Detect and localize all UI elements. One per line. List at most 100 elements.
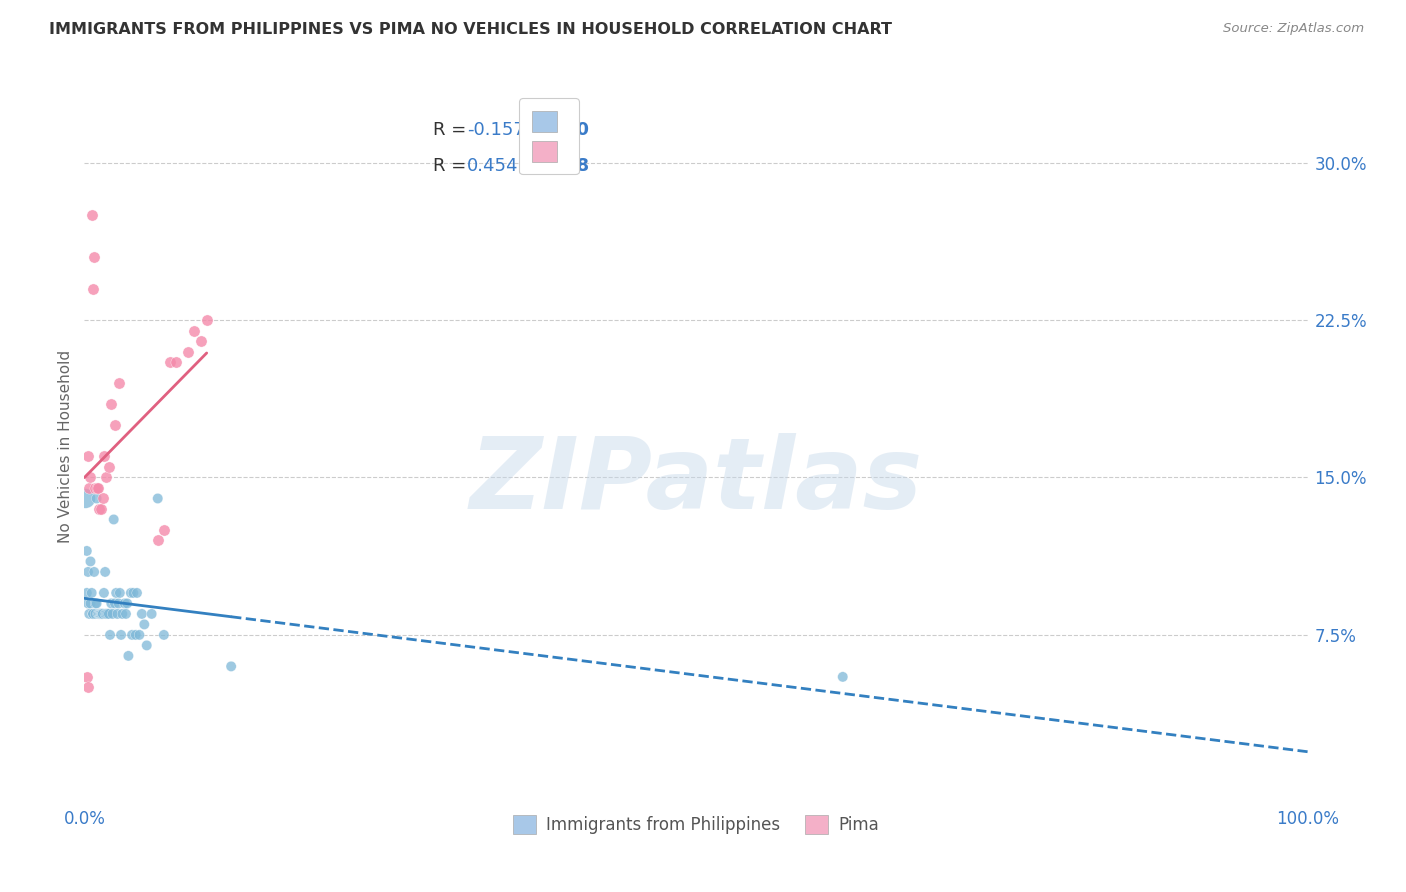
Point xyxy=(86,596,108,610)
Point xyxy=(82,607,104,621)
Point xyxy=(97,460,120,475)
Point xyxy=(125,628,148,642)
Text: 0.454: 0.454 xyxy=(467,157,519,175)
Point xyxy=(75,491,97,506)
Point xyxy=(84,481,107,495)
Text: R =: R = xyxy=(433,121,472,139)
Point xyxy=(153,523,176,537)
Point xyxy=(94,607,117,621)
Point xyxy=(103,512,125,526)
Point xyxy=(97,607,120,621)
Point xyxy=(115,596,138,610)
Point xyxy=(87,607,110,621)
Point xyxy=(76,586,98,600)
Point xyxy=(77,565,100,579)
Y-axis label: No Vehicles in Household: No Vehicles in Household xyxy=(58,350,73,542)
Text: ZIPatlas: ZIPatlas xyxy=(470,434,922,530)
Point xyxy=(114,596,136,610)
Point xyxy=(146,533,169,548)
Point xyxy=(105,607,128,621)
Point xyxy=(105,586,128,600)
Point xyxy=(135,639,157,653)
Point xyxy=(121,628,143,642)
Point xyxy=(117,648,139,663)
Point xyxy=(91,607,114,621)
Point xyxy=(120,586,142,600)
Point xyxy=(76,544,98,558)
Point xyxy=(90,502,112,516)
Point xyxy=(146,491,169,506)
Text: N =: N = xyxy=(524,121,582,139)
Point xyxy=(80,208,103,222)
Point xyxy=(159,355,181,369)
Point xyxy=(77,607,100,621)
Point xyxy=(98,628,121,642)
Text: N =: N = xyxy=(524,157,582,175)
Point xyxy=(141,607,163,621)
Point xyxy=(97,607,120,621)
Point xyxy=(79,554,101,568)
Text: 60: 60 xyxy=(565,121,591,139)
Point xyxy=(153,628,176,642)
Point xyxy=(134,617,156,632)
Point xyxy=(107,596,129,610)
Point xyxy=(77,481,100,495)
Point xyxy=(91,491,114,506)
Point xyxy=(100,397,122,411)
Point xyxy=(219,659,242,673)
Point xyxy=(177,344,200,359)
Point xyxy=(77,596,100,610)
Point xyxy=(93,586,115,600)
Text: R =: R = xyxy=(433,157,472,175)
Point xyxy=(86,481,108,495)
Point xyxy=(80,586,103,600)
Point xyxy=(104,596,127,610)
Point xyxy=(183,324,205,338)
Point xyxy=(831,670,853,684)
Point xyxy=(104,417,127,432)
Point xyxy=(90,607,112,621)
Point xyxy=(87,607,110,621)
Point xyxy=(122,586,145,600)
Point xyxy=(125,586,148,600)
Point xyxy=(128,628,150,642)
Point xyxy=(82,607,104,621)
Point xyxy=(110,628,132,642)
Point xyxy=(89,607,111,621)
Point xyxy=(91,607,114,621)
Point xyxy=(107,376,129,390)
Point xyxy=(90,607,112,621)
Text: -0.157: -0.157 xyxy=(467,121,524,139)
Point xyxy=(93,450,115,464)
Point xyxy=(82,282,104,296)
Point xyxy=(76,670,98,684)
Point xyxy=(77,681,100,695)
Point xyxy=(87,502,110,516)
Point xyxy=(84,596,107,610)
Point xyxy=(86,491,108,506)
Point xyxy=(87,481,110,495)
Point xyxy=(100,596,122,610)
Text: 28: 28 xyxy=(565,157,591,175)
Point xyxy=(101,607,124,621)
Point xyxy=(77,450,100,464)
Point xyxy=(94,565,117,579)
Point xyxy=(89,607,111,621)
Point xyxy=(83,250,105,264)
Text: Source: ZipAtlas.com: Source: ZipAtlas.com xyxy=(1223,22,1364,36)
Point xyxy=(190,334,212,348)
Point xyxy=(84,607,107,621)
Point xyxy=(96,470,118,484)
Point xyxy=(79,596,101,610)
Point xyxy=(83,565,105,579)
Point xyxy=(195,313,218,327)
Point xyxy=(79,470,101,484)
Text: IMMIGRANTS FROM PHILIPPINES VS PIMA NO VEHICLES IN HOUSEHOLD CORRELATION CHART: IMMIGRANTS FROM PHILIPPINES VS PIMA NO V… xyxy=(49,22,893,37)
Point xyxy=(131,607,153,621)
Point xyxy=(111,607,134,621)
Point xyxy=(165,355,187,369)
Point xyxy=(87,607,110,621)
Point xyxy=(108,586,131,600)
Point xyxy=(115,607,138,621)
Legend: Immigrants from Philippines, Pima: Immigrants from Philippines, Pima xyxy=(506,808,886,841)
